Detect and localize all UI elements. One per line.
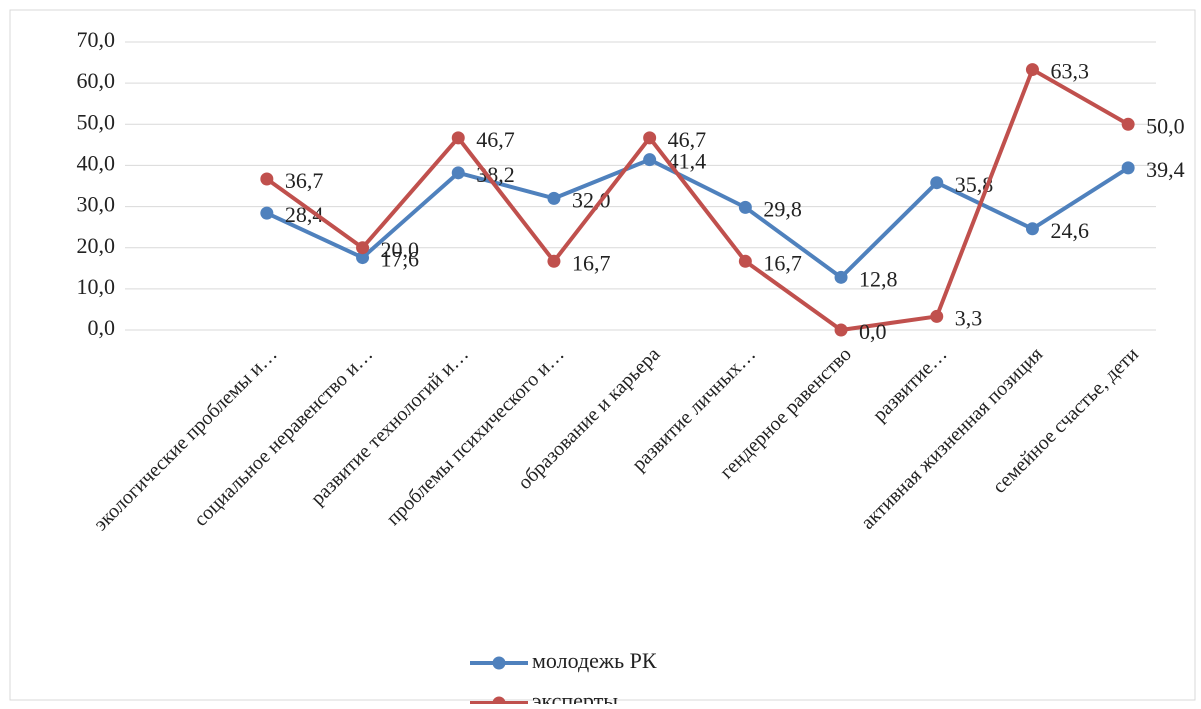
point bbox=[643, 153, 657, 167]
y-tick-label: 0,0 bbox=[88, 315, 116, 340]
y-tick-label: 20,0 bbox=[77, 233, 116, 258]
chart-border bbox=[9, 9, 1196, 701]
data-label: 24,6 bbox=[1050, 218, 1089, 243]
data-label: 16,7 bbox=[763, 250, 802, 275]
point bbox=[1025, 222, 1039, 236]
data-label: 39,4 bbox=[1146, 157, 1185, 182]
point bbox=[643, 131, 657, 145]
data-label: 36,7 bbox=[285, 168, 324, 193]
point bbox=[930, 176, 944, 190]
data-label: 29,8 bbox=[763, 196, 802, 221]
data-label: 32,0 bbox=[572, 187, 611, 212]
point bbox=[260, 172, 274, 186]
point bbox=[1025, 63, 1039, 77]
point bbox=[547, 254, 561, 268]
point bbox=[738, 200, 752, 214]
y-tick-label: 50,0 bbox=[77, 109, 116, 134]
y-tick-label: 60,0 bbox=[77, 68, 116, 93]
data-label: 16,7 bbox=[572, 250, 611, 275]
point bbox=[834, 323, 848, 337]
point bbox=[260, 206, 274, 220]
data-label: 3,3 bbox=[955, 305, 983, 330]
y-tick-label: 70,0 bbox=[77, 27, 116, 52]
data-label: 50,0 bbox=[1146, 113, 1185, 138]
data-label: 17,6 bbox=[381, 247, 420, 272]
point bbox=[451, 131, 465, 145]
point bbox=[930, 309, 944, 323]
y-tick-label: 30,0 bbox=[77, 192, 116, 217]
point bbox=[547, 191, 561, 205]
data-label: 20,0 bbox=[381, 237, 420, 262]
data-label: 63,3 bbox=[1050, 59, 1089, 84]
y-tick-label: 10,0 bbox=[77, 274, 116, 299]
y-tick-label: 40,0 bbox=[77, 150, 116, 175]
point bbox=[356, 241, 370, 255]
point bbox=[1121, 117, 1135, 131]
point bbox=[738, 254, 752, 268]
data-label: 0,0 bbox=[859, 319, 887, 344]
point bbox=[356, 251, 370, 265]
data-label: 46,7 bbox=[668, 127, 707, 152]
series-line bbox=[266, 157, 1130, 280]
point bbox=[451, 166, 465, 180]
legend-label: молодежь РК bbox=[532, 648, 657, 673]
data-label: 46,7 bbox=[476, 127, 515, 152]
series-line bbox=[265, 67, 1130, 332]
data-label: 12,8 bbox=[859, 266, 898, 291]
legend-label: эксперты bbox=[532, 688, 618, 704]
legend-marker bbox=[492, 656, 506, 670]
point bbox=[1121, 161, 1135, 175]
point bbox=[834, 270, 848, 284]
